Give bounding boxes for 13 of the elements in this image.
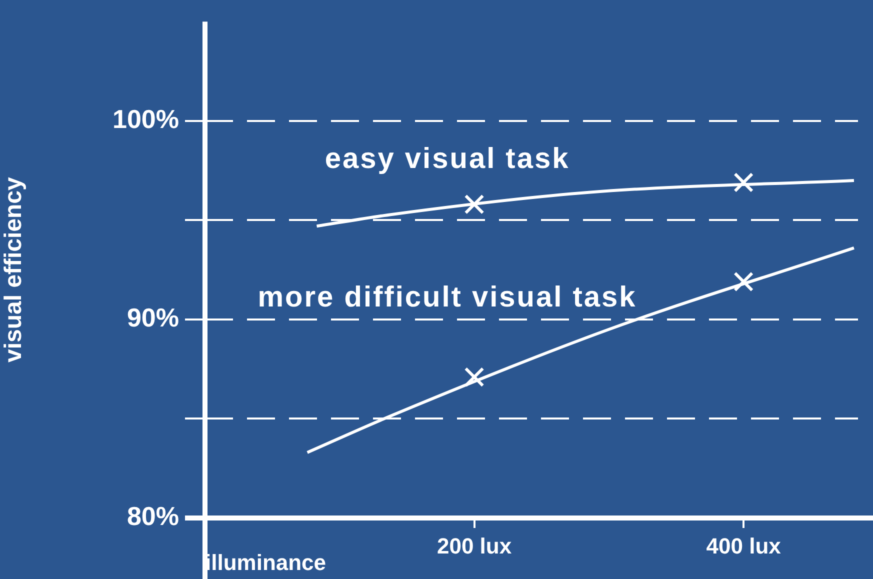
point xyxy=(464,367,484,388)
x-axis-title: illuminance xyxy=(205,550,326,575)
point xyxy=(734,172,754,192)
y-tick-label: 80% xyxy=(126,501,179,532)
y-tick-label: 100% xyxy=(112,104,179,134)
series-label: easy visual task xyxy=(324,143,570,176)
point xyxy=(464,194,484,214)
y-tick-label: 90% xyxy=(126,302,179,333)
x-tick-label: 200 lux xyxy=(436,533,512,558)
point xyxy=(734,272,754,292)
y-axis-title: visual efficiency xyxy=(0,176,28,363)
x-tick-label: 400 lux xyxy=(706,533,782,558)
series-label: more difficult visual task xyxy=(258,282,637,314)
